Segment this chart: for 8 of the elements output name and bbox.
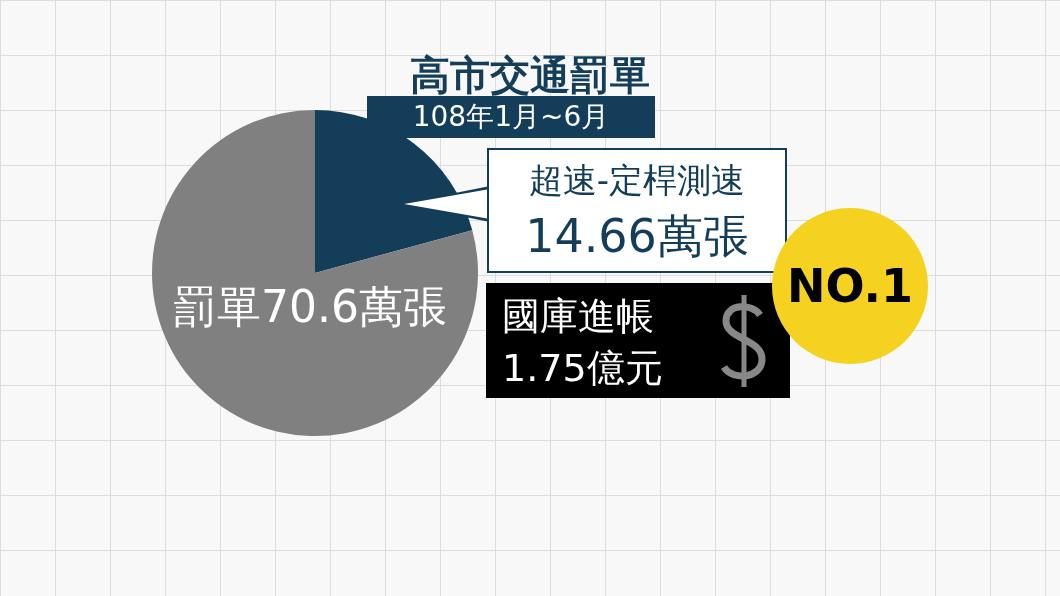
text: 國庫進帳 bbox=[502, 293, 654, 340]
text: NO.1 bbox=[772, 208, 928, 364]
chart-subtitle: 108年1月~6月 bbox=[412, 100, 610, 133]
text: 1.75億元 bbox=[502, 345, 663, 392]
slice-label: 超速-定桿測速 bbox=[527, 159, 747, 202]
chart-title: 高市交通罰單 bbox=[410, 52, 650, 98]
text: 罰單70.6萬張 bbox=[172, 280, 448, 334]
data-label: 14.66萬張 bbox=[524, 208, 750, 265]
